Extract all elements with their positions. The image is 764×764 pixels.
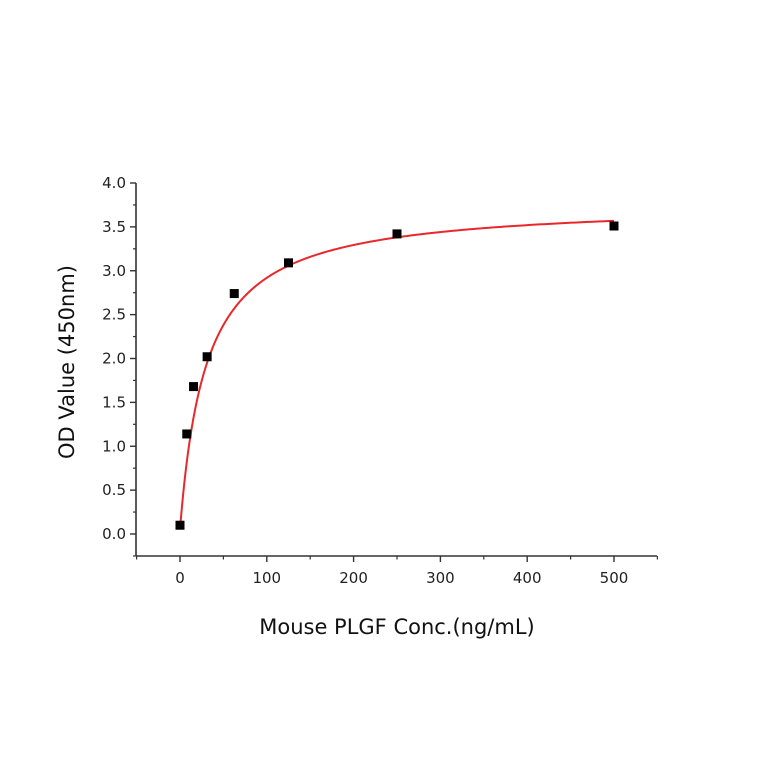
- data-point: [392, 229, 402, 239]
- data-point: [182, 429, 192, 439]
- y-tick-label: 1.5: [102, 393, 126, 411]
- x-tick-label: 100: [252, 569, 281, 587]
- y-tick-label: 0.5: [102, 481, 126, 499]
- y-tick-label: 2.5: [102, 306, 126, 324]
- x-tick-label: 0: [175, 569, 185, 587]
- x-tick-label: 500: [600, 569, 629, 587]
- x-tick-label: 300: [426, 569, 455, 587]
- data-point: [202, 352, 212, 362]
- y-tick-label: 0.0: [102, 525, 126, 543]
- x-tick-label: 400: [513, 569, 542, 587]
- fit-curve: [179, 219, 615, 527]
- data-point: [609, 221, 619, 231]
- y-tick-label: 3.0: [102, 262, 126, 280]
- data-point: [229, 289, 239, 299]
- y-tick-label: 2.0: [102, 350, 126, 368]
- x-tick-label: 200: [339, 569, 368, 587]
- data-point: [189, 382, 199, 392]
- axes: 0.0 0.5 1.0 1.5 2.0 2.5 3.0 3.5 4.0 0 100 200 300 400…: [102, 174, 659, 587]
- data-points: [175, 221, 619, 530]
- y-axis-title: OD Value (450nm): [55, 265, 79, 459]
- data-point: [284, 258, 293, 268]
- y-tick-label: 1.0: [102, 437, 126, 455]
- y-tick-label: 3.5: [102, 218, 126, 236]
- data-point: [175, 520, 185, 530]
- x-axis-title: Mouse PLGF Conc.(ng/mL): [259, 615, 535, 639]
- y-tick-label: 4.0: [102, 174, 126, 192]
- fit-curve-line: [179, 219, 615, 527]
